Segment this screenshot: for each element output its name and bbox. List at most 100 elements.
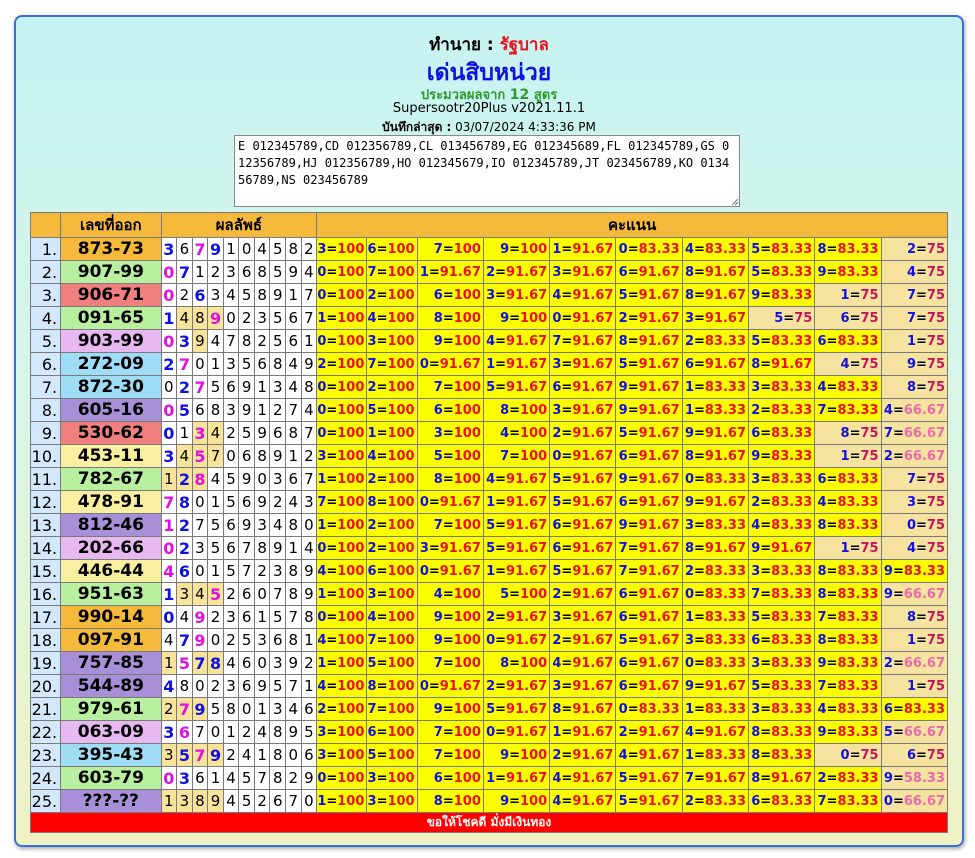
score-digit: 0 bbox=[684, 471, 694, 487]
score-digit: 9 bbox=[751, 287, 761, 303]
score-cell: 9=100 bbox=[416, 697, 484, 721]
score-digit: 4 bbox=[552, 287, 562, 303]
score-digit: 0 bbox=[419, 356, 429, 372]
score-value: 91.67 bbox=[638, 793, 680, 809]
result-digit: 9 bbox=[207, 237, 224, 261]
result-digit: 0 bbox=[253, 582, 271, 606]
result-digit: 2 bbox=[176, 375, 193, 399]
score-equals: = bbox=[849, 448, 861, 464]
formula-textarea[interactable]: E 012345789,CD 012356789,CL 013456789,EG… bbox=[234, 135, 740, 207]
score-digit: 5 bbox=[367, 655, 377, 671]
score-cell: 1=91.67 bbox=[416, 260, 484, 284]
score-equals: = bbox=[916, 241, 927, 257]
score-value: 91.67 bbox=[572, 241, 614, 257]
score-cell: 3=91.67 bbox=[549, 605, 617, 629]
result-digit: 4 bbox=[253, 720, 271, 744]
score-value: 91.67 bbox=[439, 540, 481, 556]
result-digit: 3 bbox=[191, 536, 209, 560]
score-digit: 4 bbox=[552, 793, 562, 809]
score-digit: 1 bbox=[367, 425, 377, 441]
score-cell: 5=91.67 bbox=[615, 421, 683, 445]
score-cell: 6=75 bbox=[880, 743, 949, 767]
score-equals: = bbox=[326, 494, 338, 510]
score-value: 100 bbox=[387, 563, 415, 579]
score-equals: = bbox=[826, 563, 838, 579]
score-value: 91.67 bbox=[439, 494, 481, 510]
result-digit: 4 bbox=[300, 536, 318, 560]
score-digit: 7 bbox=[906, 471, 916, 487]
score-digit: 5 bbox=[433, 448, 443, 464]
score-cell: 5=66.67 bbox=[880, 720, 949, 744]
draw-number: 812-46 bbox=[60, 513, 162, 537]
score-cell: 9=91.67 bbox=[681, 421, 750, 445]
score-cell: 1=91.67 bbox=[549, 237, 617, 261]
resize-grip-icon[interactable] bbox=[730, 197, 739, 206]
score-digit: 8 bbox=[817, 586, 827, 602]
score-equals: = bbox=[760, 632, 772, 648]
score-value: 91.67 bbox=[704, 448, 747, 464]
score-equals: = bbox=[916, 356, 927, 372]
score-cell: 8=83.33 bbox=[748, 743, 816, 767]
saved-value: 03/07/2024 4:33:36 PM bbox=[455, 120, 596, 134]
score-digit: 7 bbox=[367, 264, 377, 280]
score-digit: 5 bbox=[618, 770, 628, 786]
score-equals: = bbox=[693, 678, 705, 694]
score-value: 91.67 bbox=[506, 379, 548, 395]
score-value: 91.67 bbox=[704, 494, 747, 510]
result-digit: 4 bbox=[160, 559, 178, 583]
score-value: 100 bbox=[337, 632, 365, 648]
result-digit: 8 bbox=[222, 697, 240, 721]
result-digit: 6 bbox=[222, 536, 240, 560]
score-value: 91.67 bbox=[704, 356, 747, 372]
result-digit: 2 bbox=[176, 467, 193, 491]
row-index: 20. bbox=[29, 674, 62, 698]
score-value: 83.33 bbox=[704, 747, 747, 763]
score-equals: = bbox=[495, 471, 507, 487]
score-digit: 7 bbox=[906, 287, 916, 303]
score-value: 83.33 bbox=[771, 425, 813, 441]
score-value: 91.67 bbox=[771, 540, 813, 556]
score-value: 100 bbox=[520, 793, 548, 809]
score-value: 91.67 bbox=[638, 333, 680, 349]
score-equals: = bbox=[561, 379, 573, 395]
result-digit: 9 bbox=[253, 421, 271, 445]
score-digit: 4 bbox=[817, 494, 827, 510]
result-digit: 2 bbox=[300, 237, 318, 261]
score-value: 83.33 bbox=[704, 609, 747, 625]
score-equals: = bbox=[826, 402, 838, 418]
score-equals: = bbox=[826, 678, 838, 694]
score-equals: = bbox=[693, 563, 705, 579]
score-value: 100 bbox=[520, 448, 548, 464]
row-index: 8. bbox=[29, 398, 62, 422]
result-digit: 5 bbox=[222, 490, 240, 514]
score-equals: = bbox=[561, 701, 573, 717]
score-value: 91.67 bbox=[638, 471, 680, 487]
score-value: 83.33 bbox=[704, 241, 747, 257]
score-value: 83.33 bbox=[771, 379, 813, 395]
score-cell: 4=91.67 bbox=[482, 467, 551, 491]
result-digit: 6 bbox=[285, 467, 302, 491]
score-value: 66.67 bbox=[903, 402, 945, 418]
result-digit: 6 bbox=[176, 237, 193, 261]
result-digit: 6 bbox=[222, 375, 240, 399]
score-equals: = bbox=[509, 402, 521, 418]
score-cell: 6=100 bbox=[366, 237, 418, 261]
result-digit: 6 bbox=[269, 421, 287, 445]
result-digit: 2 bbox=[269, 490, 287, 514]
result-digit: 1 bbox=[253, 398, 271, 422]
score-value: 91.67 bbox=[638, 310, 680, 326]
score-equals: = bbox=[916, 494, 927, 510]
col-index-header bbox=[29, 212, 62, 238]
score-equals: = bbox=[892, 586, 904, 602]
result-digit: 0 bbox=[191, 559, 209, 583]
score-cell: 8=91.67 bbox=[748, 766, 816, 790]
score-equals: = bbox=[326, 425, 338, 441]
score-cell: 9=83.33 bbox=[748, 444, 816, 468]
score-cell: 3=83.33 bbox=[748, 559, 816, 583]
result-digit: 5 bbox=[238, 789, 255, 813]
score-cell: 2=91.67 bbox=[549, 582, 617, 606]
score-equals: = bbox=[693, 586, 705, 602]
score-cell: 6=83.33 bbox=[814, 467, 882, 491]
row-index: 7. bbox=[29, 375, 62, 399]
score-equals: = bbox=[826, 517, 838, 533]
